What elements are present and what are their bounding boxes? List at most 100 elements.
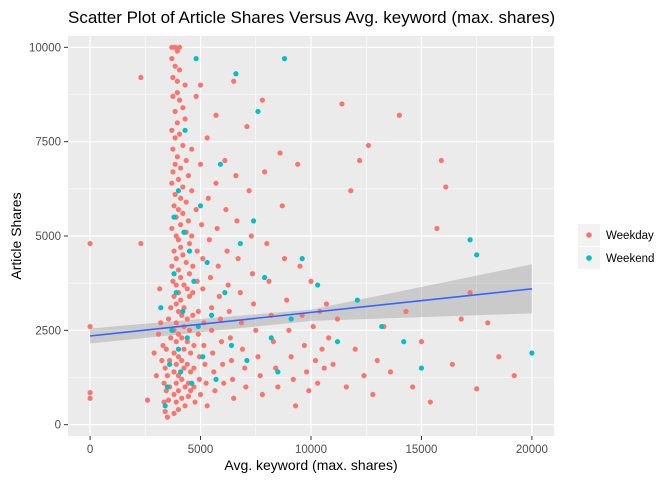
point-weekday bbox=[410, 384, 416, 390]
point-weekday bbox=[169, 180, 175, 186]
point-weekday bbox=[496, 354, 502, 360]
chart-title: Scatter Plot of Article Shares Versus Av… bbox=[68, 8, 555, 27]
point-weekday bbox=[175, 331, 182, 337]
point-weekday bbox=[253, 327, 259, 333]
point-weekday bbox=[169, 56, 175, 62]
point-weekday bbox=[173, 233, 179, 239]
y-tick-label: 2500 bbox=[35, 325, 61, 337]
point-weekday bbox=[164, 414, 171, 420]
point-weekday bbox=[242, 365, 248, 371]
legend-key-weekend bbox=[586, 255, 592, 261]
x-tick-label: 15000 bbox=[405, 444, 437, 456]
point-weekend bbox=[217, 161, 224, 167]
point-weekday bbox=[197, 82, 204, 88]
point-weekday bbox=[225, 282, 231, 288]
x-tick-label: 10000 bbox=[295, 444, 327, 456]
y-tick-label: 10000 bbox=[29, 42, 61, 54]
points-layer bbox=[87, 44, 535, 420]
point-weekday bbox=[334, 316, 341, 322]
point-weekend bbox=[237, 240, 243, 247]
point-weekday bbox=[199, 222, 205, 228]
point-weekday bbox=[189, 233, 195, 239]
point-weekday bbox=[297, 263, 303, 269]
point-weekday bbox=[315, 380, 321, 386]
point-weekday bbox=[169, 127, 175, 133]
point-weekend bbox=[268, 335, 274, 341]
point-weekday bbox=[175, 267, 182, 273]
point-weekend bbox=[255, 108, 261, 115]
point-weekday bbox=[171, 391, 177, 398]
point-weekday bbox=[217, 316, 224, 322]
point-weekday bbox=[188, 388, 194, 394]
x-tick-label: 20000 bbox=[516, 444, 548, 456]
point-weekday bbox=[190, 312, 196, 318]
point-weekday bbox=[184, 361, 190, 367]
point-weekday bbox=[185, 173, 191, 179]
point-weekday bbox=[161, 380, 167, 386]
point-weekday bbox=[195, 331, 201, 337]
point-weekday bbox=[173, 361, 179, 367]
point-weekday bbox=[162, 408, 168, 415]
point-weekday bbox=[190, 263, 196, 269]
point-weekday bbox=[87, 390, 93, 396]
point-weekday bbox=[213, 180, 219, 186]
point-weekday bbox=[418, 339, 425, 345]
x-axis: 0 5000 10000 15000 20000 bbox=[87, 436, 548, 456]
point-weekday bbox=[255, 354, 261, 360]
point-weekday bbox=[262, 169, 268, 175]
point-weekday bbox=[169, 263, 175, 269]
point-weekday bbox=[387, 369, 394, 375]
point-weekday bbox=[215, 263, 221, 269]
point-weekday bbox=[87, 240, 93, 247]
point-weekday bbox=[176, 67, 183, 73]
point-weekday bbox=[339, 101, 345, 107]
point-weekday bbox=[202, 361, 208, 367]
point-weekday bbox=[279, 203, 285, 209]
point-weekday bbox=[153, 373, 159, 379]
point-weekday bbox=[183, 157, 189, 164]
point-weekday bbox=[182, 384, 188, 390]
point-weekday bbox=[220, 361, 226, 367]
point-weekend bbox=[197, 203, 204, 209]
y-tick-label: 7500 bbox=[35, 137, 61, 149]
point-weekday bbox=[169, 225, 175, 232]
point-weekend bbox=[193, 56, 199, 62]
point-weekday bbox=[458, 316, 464, 322]
fit-line-layer bbox=[90, 288, 532, 337]
y-tick-label: 5000 bbox=[35, 231, 61, 243]
point-weekend bbox=[204, 259, 210, 266]
point-weekday bbox=[190, 290, 196, 296]
point-weekday bbox=[206, 237, 212, 243]
point-weekday bbox=[179, 376, 185, 382]
point-weekday bbox=[87, 323, 93, 330]
point-weekend bbox=[250, 218, 257, 224]
point-weekend bbox=[275, 369, 281, 375]
point-weekend bbox=[181, 229, 187, 235]
point-weekday bbox=[175, 373, 182, 379]
point-weekday bbox=[173, 282, 179, 288]
point-weekday bbox=[434, 225, 440, 232]
point-weekday bbox=[288, 354, 294, 360]
point-weekday bbox=[182, 403, 188, 409]
point-weekday bbox=[183, 259, 189, 266]
point-weekday bbox=[224, 248, 230, 254]
point-weekday bbox=[172, 135, 178, 141]
point-weekday bbox=[165, 397, 172, 403]
point-weekday bbox=[266, 278, 272, 284]
point-weekday bbox=[259, 97, 265, 103]
point-weekday bbox=[183, 199, 189, 205]
fit-line bbox=[90, 288, 532, 337]
point-weekend bbox=[288, 316, 294, 322]
point-weekday bbox=[303, 369, 310, 375]
point-weekday bbox=[174, 120, 180, 126]
point-weekday bbox=[151, 350, 157, 356]
point-weekday bbox=[438, 157, 444, 164]
point-weekday bbox=[192, 399, 198, 405]
point-weekday bbox=[178, 195, 184, 201]
point-weekday bbox=[284, 297, 290, 303]
point-weekday bbox=[175, 354, 182, 360]
y-tick-label: 0 bbox=[55, 420, 61, 432]
point-weekday bbox=[222, 157, 228, 164]
point-weekday bbox=[175, 308, 182, 315]
